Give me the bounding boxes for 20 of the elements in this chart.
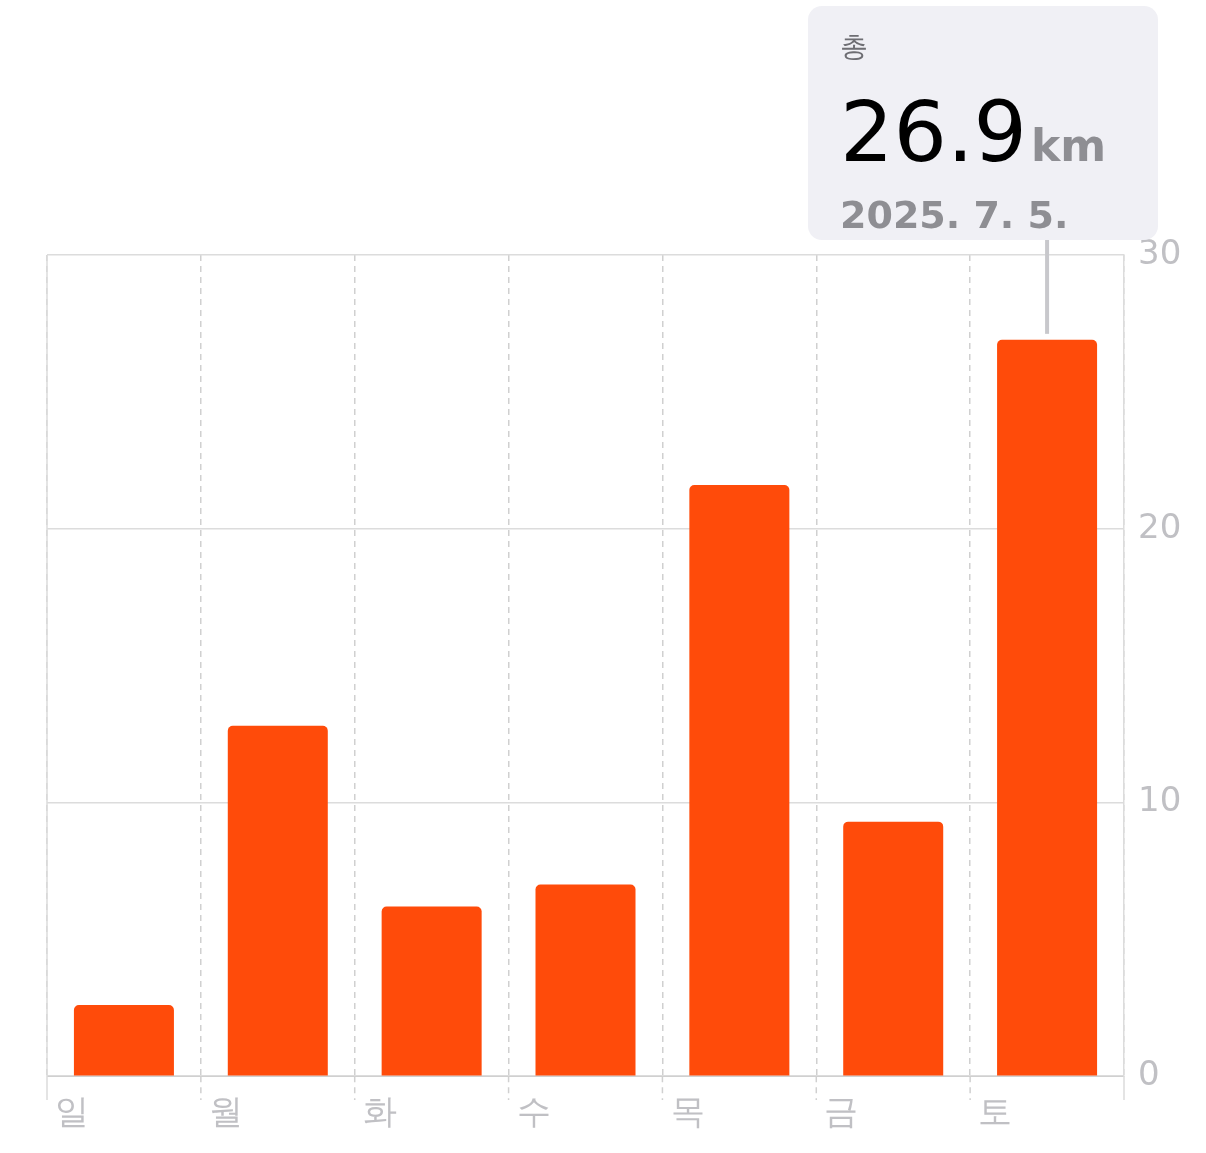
x-tick-label: 수 <box>516 1091 551 1132</box>
bar <box>997 339 1098 1076</box>
x-tick-label: 월 <box>208 1091 243 1132</box>
x-tick-label: 금 <box>824 1091 859 1132</box>
bar <box>843 821 944 1076</box>
bar <box>73 1005 174 1076</box>
y-tick-label: 20 <box>1138 505 1182 546</box>
text: 2025. 7. 5. <box>840 193 1069 237</box>
y-tick-label: 30 <box>1138 231 1182 272</box>
bar <box>227 725 328 1076</box>
bar <box>381 906 482 1076</box>
x-tick-label: 화 <box>362 1091 397 1132</box>
bar <box>689 484 790 1076</box>
bar <box>535 884 636 1076</box>
x-tick-label: 일 <box>55 1091 90 1132</box>
x-tick-label: 토 <box>978 1091 1013 1132</box>
x-tick-label: 목 <box>670 1091 705 1132</box>
text: 총 <box>840 30 868 63</box>
y-tick-label: 0 <box>1138 1053 1160 1094</box>
y-tick-label: 10 <box>1138 779 1182 820</box>
